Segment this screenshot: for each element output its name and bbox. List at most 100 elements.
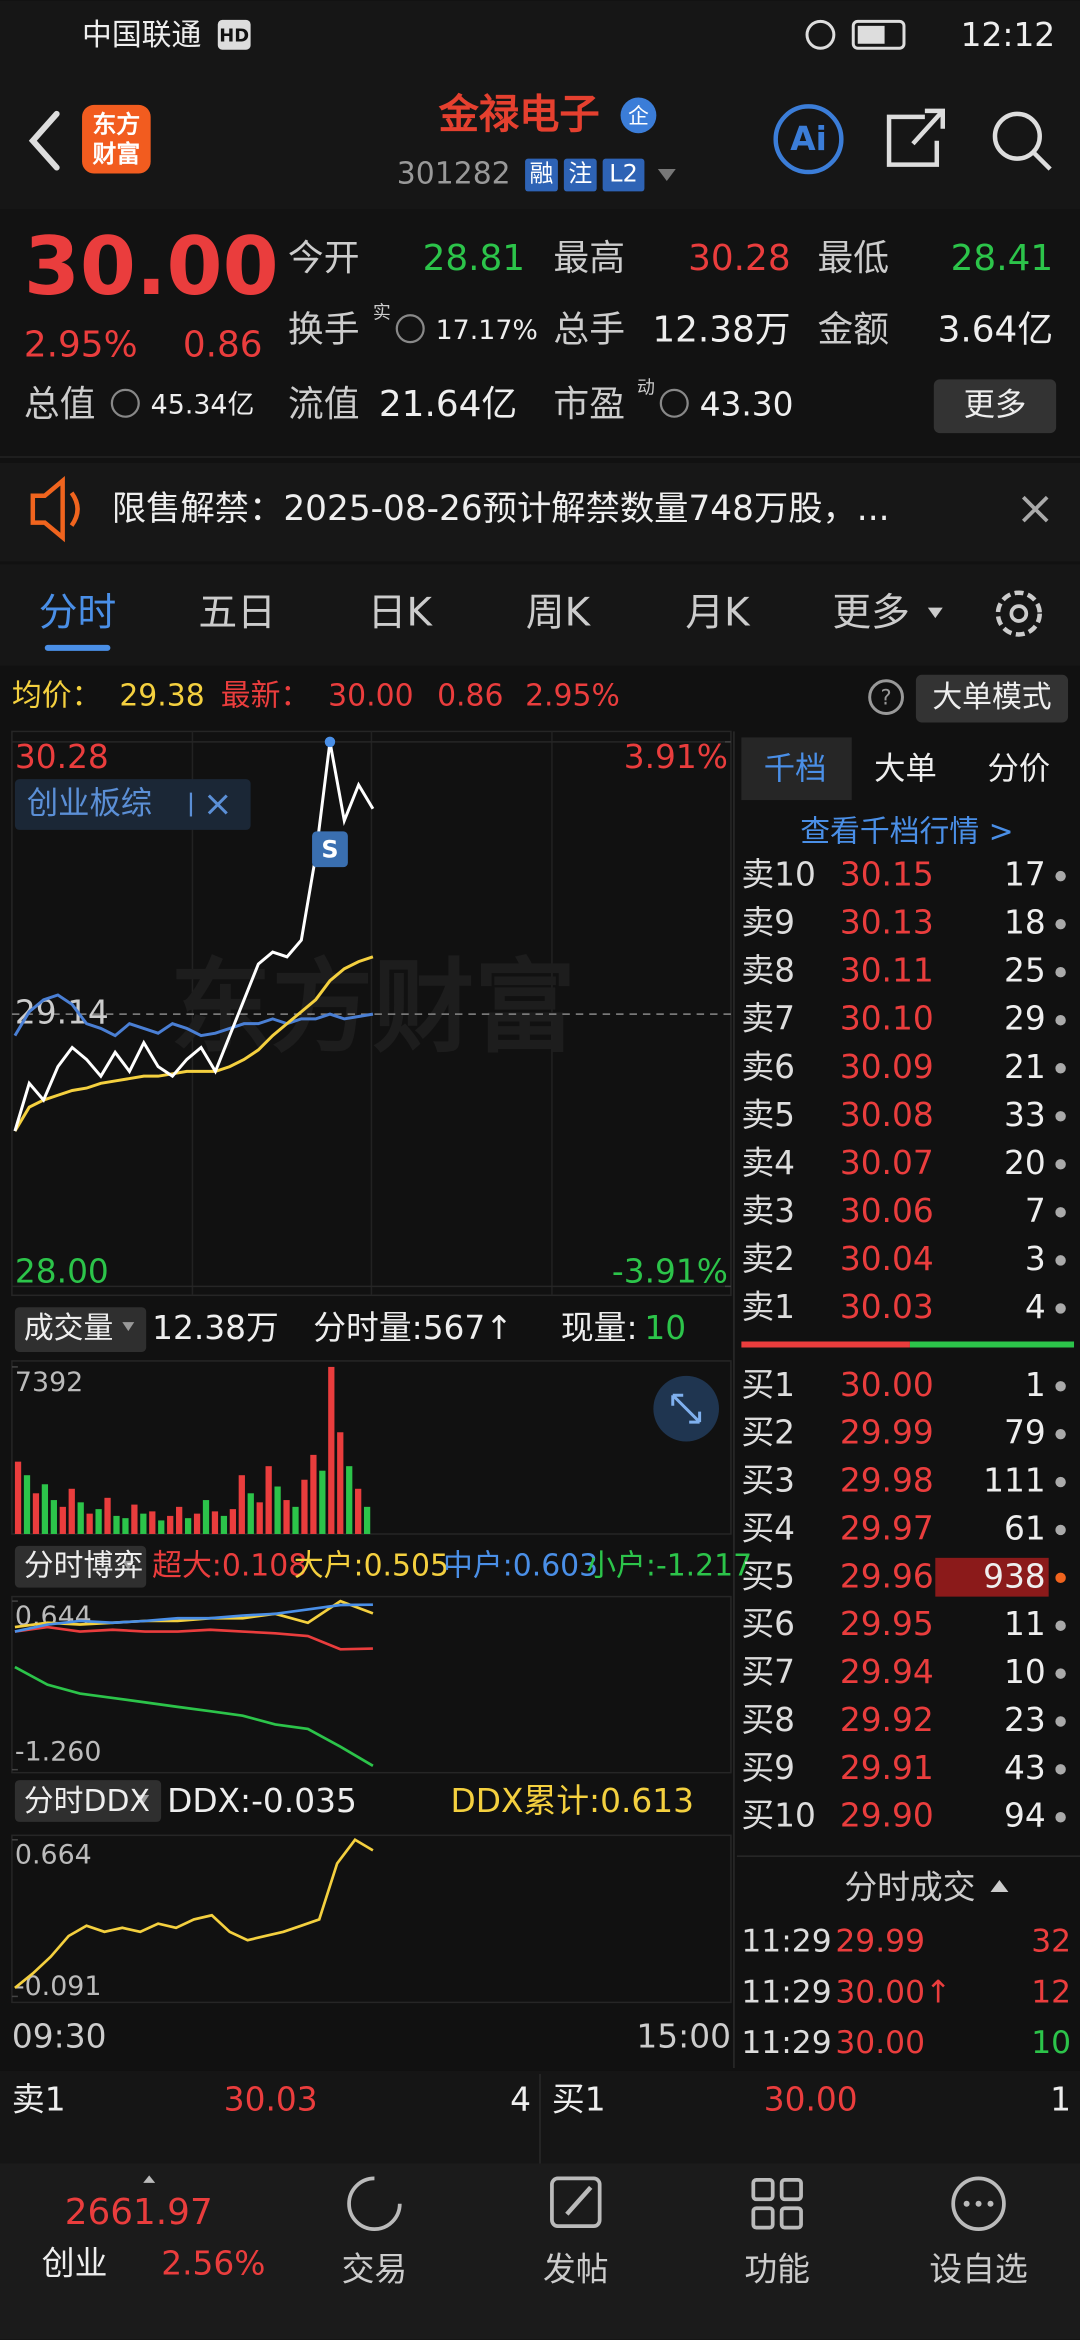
book-tab[interactable]: 大单 — [874, 751, 937, 787]
change-pct: 2.95% — [24, 325, 138, 366]
nav-item[interactable]: 功能 — [744, 2250, 810, 2288]
volume-bar — [23, 1475, 31, 1534]
field-value: 21.64亿 — [379, 384, 517, 425]
search-button[interactable] — [992, 111, 1042, 161]
ddx-button[interactable] — [14, 1780, 162, 1822]
settings-center — [1009, 604, 1029, 623]
legend-label: 大户:0.505 — [294, 1548, 449, 1583]
field-label: 今开 — [288, 238, 360, 279]
ddx-cumulative: DDX累计:0.613 — [450, 1782, 694, 1820]
back-button[interactable] — [28, 110, 60, 171]
trade-volume: 12 — [1031, 1974, 1071, 2010]
book-label: 买10 — [741, 1797, 816, 1835]
index-value[interactable]: 2661.97 — [65, 2192, 213, 2233]
game-line — [14, 1603, 373, 1633]
book-dot — [1055, 1111, 1066, 1122]
index-tag[interactable] — [14, 779, 251, 830]
tab[interactable]: 分时 — [39, 591, 117, 636]
book-dot — [1055, 1764, 1066, 1775]
book-dot — [1055, 1812, 1066, 1823]
share-button[interactable] — [886, 108, 945, 167]
book-price: 30.13 — [840, 904, 934, 942]
nav-item[interactable]: 交易 — [342, 2250, 408, 2288]
more-label[interactable]: 更多 — [964, 387, 1027, 423]
game-button[interactable] — [14, 1545, 147, 1588]
volume-bar — [202, 1500, 210, 1534]
book-price: 29.98 — [840, 1462, 934, 1500]
stock-code: 301282 — [397, 157, 511, 192]
volume-bar — [301, 1479, 308, 1534]
book-price: 30.11 — [840, 952, 934, 990]
trade-time: 11:29 — [741, 1924, 831, 1960]
ddx-label[interactable]: 分时DDX — [24, 1784, 150, 1819]
index-tag-close[interactable] — [207, 794, 228, 815]
book-dot — [1055, 1620, 1066, 1631]
volume-bar — [113, 1515, 120, 1534]
function-icon — [779, 2206, 803, 2230]
y-tick-label: -1.260 — [15, 1737, 102, 1768]
tab[interactable]: 月K — [685, 591, 751, 636]
settings-button[interactable] — [995, 590, 1042, 637]
logo — [82, 104, 151, 174]
dropdown-arrow — [927, 607, 943, 619]
book-tab[interactable]: 千档 — [764, 751, 827, 787]
y2-tick-label: 3.91% — [624, 738, 728, 776]
info-icon — [110, 388, 140, 418]
post-icon[interactable] — [550, 2176, 602, 2228]
volume-bar — [211, 1511, 219, 1534]
dropdown-arrow — [122, 1322, 150, 1804]
mode-label[interactable]: 大单模式 — [932, 680, 1051, 715]
volume-bar — [41, 1484, 49, 1534]
volume-bar — [176, 1506, 183, 1534]
help-icon[interactable] — [868, 679, 904, 716]
hd-badge — [217, 19, 251, 50]
mode-button[interactable] — [915, 674, 1069, 723]
volume-bar — [32, 1493, 40, 1534]
signal[interactable]: S — [321, 835, 338, 863]
book-link[interactable]: 查看千档行情 > — [800, 814, 1013, 849]
nav-item[interactable]: 设自选 — [929, 2250, 1027, 2288]
volume-bar — [149, 1511, 156, 1534]
speaker-icon — [30, 476, 80, 543]
book-label: 卖2 — [741, 1240, 795, 1278]
tab[interactable]: 周K — [526, 591, 592, 636]
tab-selected-bg — [741, 737, 852, 801]
function-icon[interactable] — [751, 2178, 775, 2202]
book-volume: 29 — [1004, 1000, 1046, 1038]
y-tick-label: -0.091 — [15, 1971, 102, 2002]
volume-bar — [95, 1509, 102, 1534]
volume-button[interactable] — [14, 1307, 147, 1352]
book-dot — [1055, 1668, 1066, 1679]
volume-bar — [86, 1513, 93, 1534]
price: 30.00 — [24, 219, 279, 313]
more-button[interactable] — [933, 379, 1057, 434]
field-label: 总手 — [553, 310, 625, 351]
trade-icon[interactable] — [347, 2176, 402, 2231]
trade-price: 29.99 — [835, 1924, 925, 1960]
tab[interactable]: 五日 — [198, 591, 276, 636]
trade-time: 11:29 — [741, 1974, 831, 2010]
book-volume: 23 — [1004, 1701, 1046, 1739]
trades-title[interactable]: 分时成交 — [844, 1869, 975, 1907]
watchlist-icon[interactable] — [951, 2176, 1006, 2231]
book-tab[interactable]: 分价 — [988, 751, 1051, 787]
bid-volume: 1 — [1050, 2080, 1071, 2118]
index-tag-label[interactable]: 创业板综 — [27, 786, 152, 822]
game-label[interactable]: 分时博弈 — [24, 1548, 143, 1583]
x-tick-label: 09:30 — [12, 2018, 107, 2056]
book-label: 卖1 — [741, 1288, 795, 1326]
ai-button[interactable] — [773, 104, 844, 175]
volume-label[interactable]: 成交量 — [24, 1311, 113, 1346]
latest-change: 0.86 — [437, 679, 503, 714]
book-price: 30.09 — [840, 1048, 934, 1086]
y2-tick-label: -3.91% — [612, 1252, 728, 1290]
dot — [963, 2200, 970, 2207]
post-pen — [565, 2185, 593, 2216]
close-button[interactable] — [1021, 495, 1049, 523]
tab[interactable]: 更多 — [832, 591, 910, 636]
nav-item[interactable]: 发帖 — [543, 2250, 609, 2288]
tab[interactable]: 日K — [368, 591, 434, 636]
book-volume: 25 — [1004, 952, 1046, 990]
signal-bg[interactable] — [312, 831, 348, 868]
stock-name: 金禄电子 — [438, 92, 600, 138]
